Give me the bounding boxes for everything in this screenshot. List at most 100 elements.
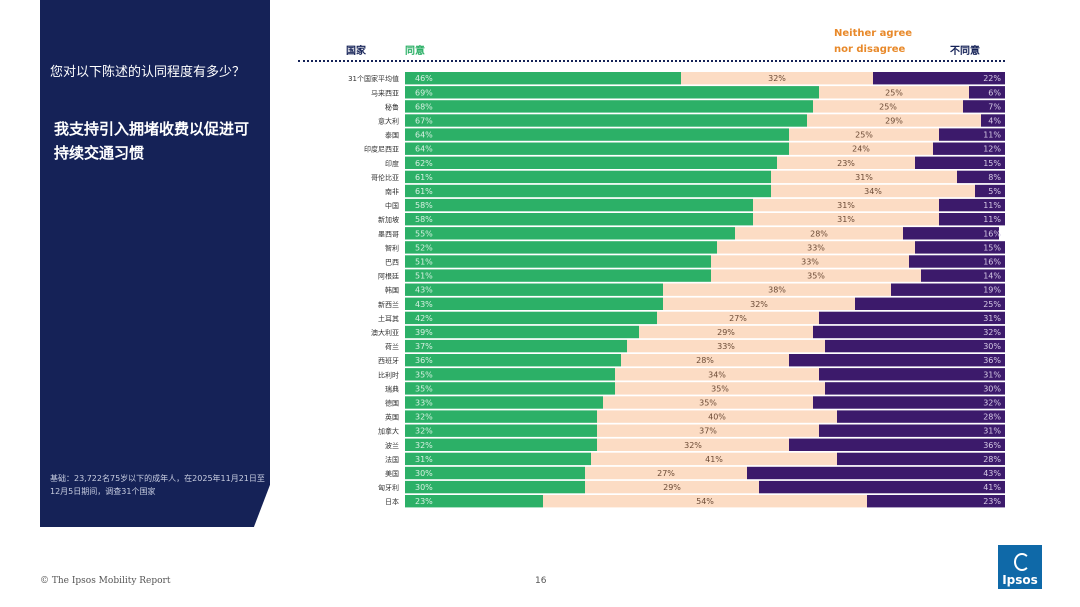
bar-segment-disagree: [981, 114, 1005, 127]
bar-segment-agree: [405, 382, 615, 395]
bar-segment-disagree: [789, 354, 1005, 367]
bar-segment-disagree: [969, 86, 1005, 99]
data-label: 31%: [983, 427, 1001, 436]
data-label: 32%: [983, 399, 1001, 408]
data-label: 23%: [415, 497, 433, 506]
data-label: 5%: [988, 187, 1001, 196]
bar-segment-neither: [657, 311, 819, 325]
bar-segment-neither: [813, 100, 963, 113]
data-label: 58%: [415, 215, 433, 224]
data-label: 34%: [864, 187, 882, 196]
country-label: 秘鲁: [385, 102, 399, 111]
bar-segment-neither: [585, 480, 759, 494]
bar-segment-agree: [405, 241, 717, 254]
data-label: 27%: [729, 314, 747, 323]
data-label: 51%: [415, 258, 433, 267]
bar-segment-disagree: [867, 495, 1005, 508]
bar-segment-neither: [615, 368, 819, 381]
data-label: 41%: [983, 483, 1001, 492]
bar-segment-neither: [663, 283, 891, 296]
bar-segment-agree: [405, 114, 807, 127]
survey-question: 您对以下陈述的认同程度有多少？: [50, 65, 246, 80]
bar-segment-disagree: [957, 170, 1005, 184]
data-label: 11%: [983, 201, 1001, 210]
data-label: 31%: [983, 314, 1001, 323]
data-label: 32%: [768, 74, 786, 83]
bar-segment-agree: [405, 269, 711, 282]
bar-segment-agree: [405, 354, 621, 367]
header-disagree: 不同意: [950, 46, 980, 57]
data-label: 24%: [852, 145, 870, 154]
bar-segment-disagree: [747, 466, 1005, 480]
data-label: 32%: [684, 441, 702, 450]
bar-segment-disagree: [915, 241, 1005, 254]
bar-segment-disagree: [933, 142, 1005, 155]
bar-segment-disagree: [975, 184, 1005, 198]
bar-segment-disagree: [813, 396, 1005, 409]
bar-segment-neither: [639, 325, 813, 339]
data-label: 16%: [983, 258, 1001, 267]
data-label: 40%: [708, 413, 726, 422]
data-label: 42%: [415, 314, 433, 323]
bar-segment-disagree: [891, 283, 1005, 296]
data-label: 28%: [696, 356, 714, 365]
data-label: 15%: [983, 243, 1001, 252]
bar-segment-neither: [753, 198, 939, 212]
country-label: 新加坡: [378, 215, 399, 224]
bar-segment-neither: [807, 114, 981, 127]
data-label: 23%: [983, 497, 1001, 506]
bar-segment-neither: [627, 339, 825, 353]
data-label: 19%: [983, 286, 1001, 295]
data-label: 32%: [415, 413, 433, 422]
country-label: 英国: [385, 413, 399, 422]
bar-segment-neither: [717, 241, 915, 254]
header-agree: 同意: [405, 46, 425, 57]
bar-segment-agree: [405, 86, 819, 99]
bar-segment-agree: [405, 396, 603, 409]
country-label: 法国: [385, 455, 399, 464]
ipsos-logo: Ipsos: [998, 545, 1042, 589]
data-label: 29%: [717, 328, 735, 337]
country-label: 德国: [385, 399, 399, 408]
bar-segment-neither: [597, 410, 837, 423]
country-label: 印度: [385, 159, 399, 168]
country-label: 泰国: [385, 131, 399, 140]
bar-segment-agree: [405, 424, 597, 437]
data-label: 14%: [983, 272, 1001, 281]
bar-segment-agree: [405, 325, 639, 339]
bar-segment-disagree: [939, 213, 1005, 226]
bar-segment-agree: [405, 72, 681, 85]
data-label: 33%: [415, 399, 433, 408]
bar-segment-disagree: [939, 128, 1005, 141]
data-label: 32%: [983, 328, 1001, 337]
country-label: 墨西哥: [378, 230, 399, 238]
data-label: 32%: [415, 427, 433, 436]
data-label: 54%: [696, 497, 714, 506]
bar-segment-agree: [405, 184, 771, 198]
bar-segment-agree: [405, 227, 735, 240]
data-label: 39%: [415, 328, 433, 337]
data-label: 30%: [415, 469, 433, 478]
data-label: 30%: [983, 342, 1001, 351]
data-label: 36%: [983, 356, 1001, 365]
country-label: 荷兰: [385, 342, 399, 351]
data-label: 31%: [855, 173, 873, 182]
bar-segment-disagree: [825, 339, 1005, 353]
data-label: 4%: [988, 117, 1001, 126]
data-label: 23%: [837, 159, 855, 168]
country-label: 智利: [385, 243, 399, 252]
data-label: 27%: [657, 469, 675, 478]
bar-segment-agree: [405, 198, 753, 212]
country-label: 韩国: [385, 286, 399, 295]
data-label: 29%: [885, 117, 903, 126]
data-label: 37%: [699, 427, 717, 436]
bar-segment-neither: [735, 227, 903, 240]
bar-segment-neither: [789, 142, 933, 155]
bar-segment-agree: [405, 213, 753, 226]
data-label: 69%: [415, 88, 433, 97]
bar-segment-neither: [615, 382, 825, 395]
country-label: 意大利: [378, 117, 399, 126]
header-country: 国家: [346, 46, 366, 57]
bar-segment-neither: [771, 184, 975, 198]
